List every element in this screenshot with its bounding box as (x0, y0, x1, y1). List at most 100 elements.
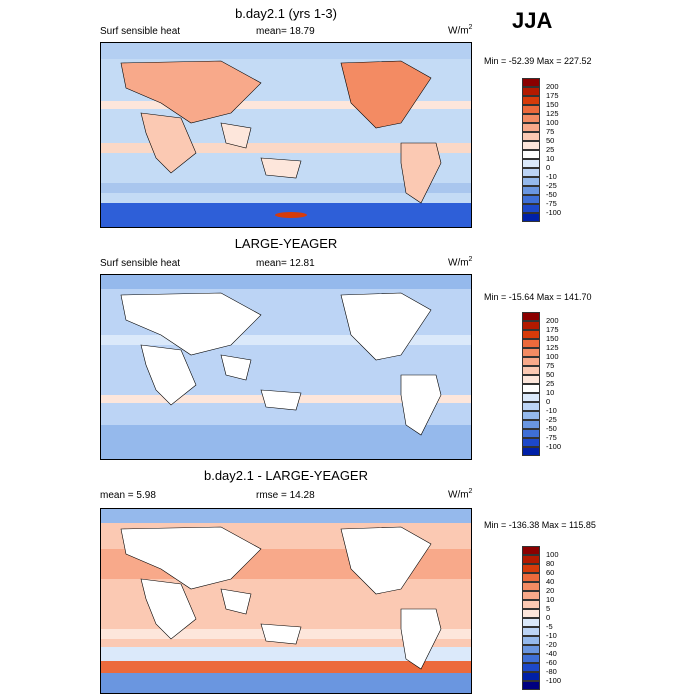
colorbar-cell (522, 393, 540, 402)
colorbar-cell (522, 636, 540, 645)
colorbar-label: 100 (546, 550, 559, 559)
colorbar-cell (522, 366, 540, 375)
colorbar-cell (522, 339, 540, 348)
colorbar-cell (522, 177, 540, 186)
colorbar-label: 10 (546, 388, 555, 397)
colorbar-label: 200 (546, 316, 559, 325)
colorbar-label: 20 (546, 586, 555, 595)
panel3-unit: W/m2 (448, 488, 473, 501)
colorbar-label: 60 (546, 568, 555, 577)
panel1-mean: mean= 18.79 (256, 26, 315, 37)
colorbar-label: 0 (546, 613, 551, 622)
colorbar-cell (522, 123, 540, 132)
colorbar-cell (522, 195, 540, 204)
colorbar-label: -25 (546, 181, 557, 190)
colorbar-cell (522, 591, 540, 600)
panel2-minmax: Min = -15.64 Max = 141.70 (484, 292, 592, 302)
colorbar-cell (522, 582, 540, 591)
panel1-variable: Surf sensible heat (100, 26, 181, 37)
colorbar-cell (522, 609, 540, 618)
panel1-colorbar: 200 175 150 125 100 75 50 25 10 0 -10 -2… (522, 78, 561, 222)
colorbar-cell (522, 330, 540, 339)
season-label: JJA (512, 8, 553, 33)
colorbar-label: -80 (546, 667, 557, 676)
colorbar-cell (522, 573, 540, 582)
colorbar-cell (522, 384, 540, 393)
colorbar-label: 150 (546, 100, 559, 109)
colorbar-cell (522, 348, 540, 357)
colorbar-label: 175 (546, 325, 559, 334)
colorbar-cell (522, 321, 540, 330)
colorbar-cell (522, 141, 540, 150)
colorbar-label: 100 (546, 118, 559, 127)
colorbar-cell (522, 438, 540, 447)
colorbar-cell (522, 681, 540, 690)
panel3-mean: mean = 5.98 (100, 490, 156, 501)
panel2-mean: mean= 12.81 (256, 258, 315, 269)
colorbar-label: -10 (546, 631, 557, 640)
colorbar-label: 25 (546, 379, 555, 388)
panel1-minmax: Min = -52.39 Max = 227.52 (484, 56, 592, 66)
colorbar-label: 100 (546, 352, 559, 361)
colorbar-label: 0 (546, 397, 551, 406)
panel1-title: b.day2.1 (yrs 1-3) (235, 6, 337, 21)
panel2-variable: Surf sensible heat (100, 258, 181, 269)
colorbar-label: -75 (546, 433, 557, 442)
panel2-colorbar: 200 175 150 125 100 75 50 25 10 0 -10 -2… (522, 312, 561, 456)
panel3-rmse: rmse = 14.28 (256, 490, 315, 501)
colorbar-label: 200 (546, 82, 559, 91)
colorbar-label: 125 (546, 109, 559, 118)
colorbar-cell (522, 546, 540, 555)
colorbar-cell (522, 78, 540, 87)
colorbar-label: 80 (546, 559, 555, 568)
colorbar-cell (522, 375, 540, 384)
colorbar-cell (522, 132, 540, 141)
panel3-colorbar: 100 80 60 40 20 10 5 0 -5 -10 -20 -40 -6… (522, 546, 561, 690)
colorbar-cell (522, 105, 540, 114)
colorbar-label: -10 (546, 172, 557, 181)
colorbar-cell (522, 312, 540, 321)
colorbar-label: -100 (546, 676, 562, 685)
colorbar-label: 50 (546, 370, 555, 379)
panel3-map (100, 508, 472, 694)
colorbar-label: 40 (546, 577, 555, 586)
colorbar-label: 5 (546, 604, 551, 613)
colorbar-label: -40 (546, 649, 557, 658)
colorbar-label: -5 (546, 622, 553, 631)
colorbar-label: -60 (546, 658, 557, 667)
colorbar-cell (522, 663, 540, 672)
colorbar-cell (522, 357, 540, 366)
panel1-map (100, 42, 472, 228)
panel2-unit: W/m2 (448, 256, 473, 269)
panel1-unit: W/m2 (448, 24, 473, 37)
colorbar-cell (522, 411, 540, 420)
colorbar-cell (522, 159, 540, 168)
colorbar-label: 75 (546, 127, 555, 136)
colorbar-cell (522, 114, 540, 123)
colorbar-label: 50 (546, 136, 555, 145)
colorbar-label: -25 (546, 415, 557, 424)
colorbar-cell (522, 645, 540, 654)
colorbar-label: 10 (546, 595, 555, 604)
colorbar-cell (522, 204, 540, 213)
colorbar-cell (522, 555, 540, 564)
colorbar-cell (522, 564, 540, 573)
colorbar-label: -100 (546, 442, 562, 451)
colorbar-cell (522, 429, 540, 438)
colorbar-label: -75 (546, 199, 557, 208)
colorbar-cell (522, 618, 540, 627)
colorbar-label: -20 (546, 640, 557, 649)
colorbar-label: 25 (546, 145, 555, 154)
colorbar-label: 175 (546, 91, 559, 100)
colorbar-label: -50 (546, 190, 557, 199)
colorbar-label: 150 (546, 334, 559, 343)
panel2-title: LARGE-YEAGER (234, 236, 338, 251)
colorbar-cell (522, 654, 540, 663)
panel3-minmax: Min = -136.38 Max = 115.85 (484, 520, 596, 530)
colorbar-label: 75 (546, 361, 555, 370)
colorbar-cell (522, 150, 540, 159)
colorbar-cell (522, 186, 540, 195)
panel3-title: b.day2.1 - LARGE-YEAGER (203, 468, 368, 483)
colorbar-cell (522, 672, 540, 681)
colorbar-label: -10 (546, 406, 557, 415)
